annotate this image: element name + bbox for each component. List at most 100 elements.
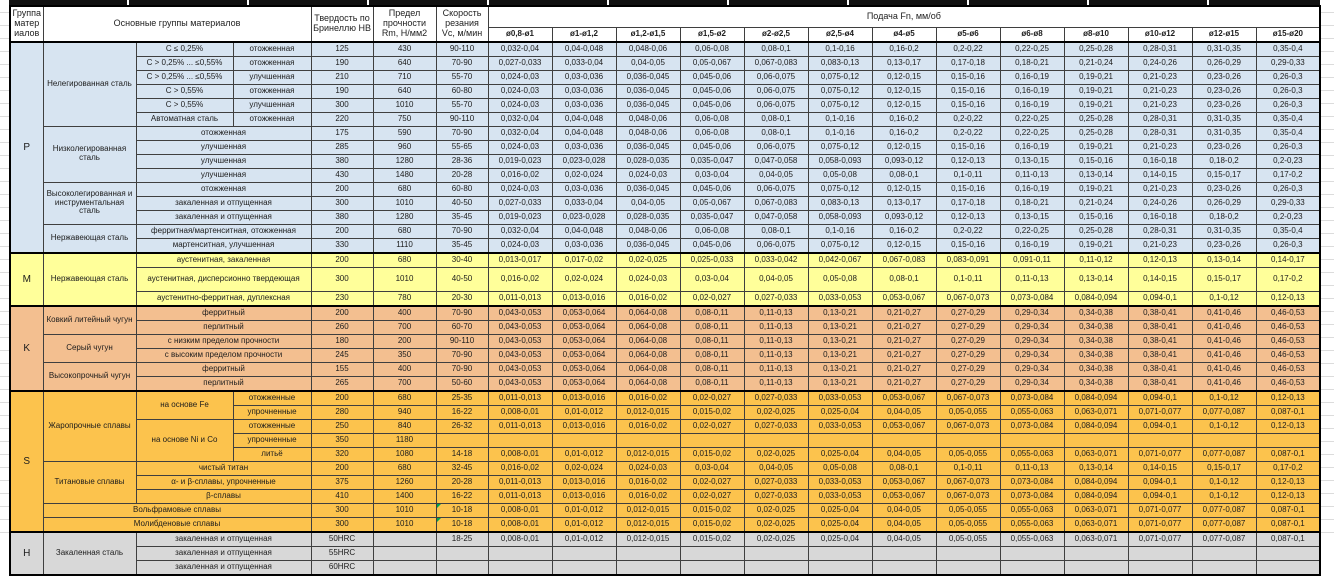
data-cell[interactable]: 0,15-0,17 [1191, 266, 1257, 292]
data-cell[interactable]: 300 [310, 266, 374, 292]
data-cell[interactable]: 0,045-0,06 [679, 83, 745, 99]
data-cell[interactable]: 0,094-0,1 [1127, 389, 1193, 406]
data-cell[interactable]: 0,087-0,1 [1255, 446, 1321, 462]
data-cell[interactable]: 0,012-0,015 [615, 446, 681, 462]
data-cell[interactable]: 0,015-0,02 [679, 530, 745, 547]
data-cell[interactable] [807, 545, 873, 561]
data-cell[interactable]: 50HRC [310, 530, 374, 547]
data-cell[interactable]: 0,46-0,53 [1255, 375, 1321, 391]
data-cell[interactable]: закаленная и отпущенная [135, 209, 312, 225]
data-cell[interactable]: Нержавеющая сталь [42, 223, 137, 253]
group-letter-cell[interactable]: K [9, 304, 44, 391]
data-cell[interactable]: 0,053-0,067 [871, 474, 937, 490]
data-cell[interactable]: 0,02-0,024 [551, 460, 617, 476]
data-cell[interactable]: 0,38-0,41 [1127, 375, 1193, 391]
data-cell[interactable]: 0,04-0,05 [743, 460, 809, 476]
data-cell[interactable]: 0,38-0,41 [1127, 347, 1193, 363]
data-cell[interactable]: 0,04-0,048 [551, 223, 617, 239]
data-cell[interactable]: 0,033-0,053 [807, 488, 873, 504]
data-cell[interactable]: 0,043-0,053 [487, 375, 553, 391]
data-cell[interactable]: 0,1-0,16 [807, 40, 873, 57]
data-cell[interactable]: 0,14-0,15 [1127, 266, 1193, 292]
data-cell[interactable]: с низким пределом прочности [135, 333, 312, 349]
data-cell[interactable]: 0,21-0,23 [1127, 237, 1193, 253]
data-cell[interactable]: 0,03-0,036 [551, 181, 617, 197]
data-cell[interactable]: 0,1-0,12 [1191, 389, 1257, 406]
data-cell[interactable]: 0,14-0,15 [1127, 167, 1193, 183]
data-cell[interactable]: 0,23-0,26 [1191, 237, 1257, 253]
data-cell[interactable]: 0,064-0,08 [615, 319, 681, 335]
data-cell[interactable]: 0,15-0,16 [935, 181, 1001, 197]
data-cell[interactable]: 940 [372, 404, 437, 420]
data-cell[interactable]: 200 [310, 304, 374, 321]
data-cell[interactable]: 0,077-0,087 [1191, 446, 1257, 462]
data-cell[interactable]: 0,2-0,22 [935, 223, 1001, 239]
data-cell[interactable]: 0,28-0,31 [1127, 111, 1193, 127]
data-cell[interactable]: 0,011-0,013 [487, 474, 553, 490]
data-cell[interactable]: 0,03-0,04 [679, 167, 745, 183]
data-cell[interactable]: 0,21-0,24 [1063, 195, 1129, 211]
data-cell[interactable]: Высоколегированная и инструментальная ст… [42, 181, 137, 225]
data-cell[interactable]: 0,12-0,15 [871, 97, 937, 113]
data-cell[interactable]: 0,075-0,12 [807, 97, 873, 113]
data-cell[interactable]: 0,08-0,1 [871, 266, 937, 292]
data-cell[interactable]: 0,016-0,02 [487, 266, 553, 292]
data-cell[interactable]: 0,06-0,08 [679, 40, 745, 57]
data-cell[interactable]: 0,05-0,08 [807, 266, 873, 292]
data-cell[interactable]: 0,11-0,13 [999, 266, 1065, 292]
data-cell[interactable]: 0,29-0,34 [999, 347, 1065, 363]
data-cell[interactable]: 0,027-0,033 [743, 488, 809, 504]
data-cell[interactable]: 0,02-0,027 [679, 488, 745, 504]
data-cell[interactable]: 0,083-0,091 [935, 251, 1001, 268]
data-cell[interactable] [743, 432, 809, 448]
data-cell[interactable]: 90-110 [435, 333, 489, 349]
data-cell[interactable]: 0,032-0,04 [487, 111, 553, 127]
data-cell[interactable]: 840 [372, 418, 437, 434]
data-cell[interactable]: аустенитная, закаленная [135, 251, 312, 268]
data-cell[interactable]: 0,13-0,21 [807, 333, 873, 349]
data-cell[interactable]: Жаропрочные сплавы [42, 389, 137, 462]
data-cell[interactable]: 35-45 [435, 209, 489, 225]
data-cell[interactable]: 0,38-0,41 [1127, 361, 1193, 377]
data-cell[interactable]: 0,04-0,05 [871, 404, 937, 420]
data-cell[interactable]: 0,21-0,27 [871, 361, 937, 377]
data-cell[interactable]: 0,048-0,06 [615, 125, 681, 141]
data-cell[interactable]: 0,05-0,055 [935, 404, 1001, 420]
data-cell[interactable]: улучшенная [135, 167, 312, 183]
data-cell[interactable]: 0,008-0,01 [487, 502, 553, 518]
data-cell[interactable]: 0,033-0,053 [807, 290, 873, 306]
data-cell[interactable]: 0,1-0,16 [807, 125, 873, 141]
data-cell[interactable]: 0,08-0,1 [743, 223, 809, 239]
data-cell[interactable]: 0,015-0,02 [679, 502, 745, 518]
data-cell[interactable]: 0,04-0,048 [551, 111, 617, 127]
data-cell[interactable]: 0,06-0,08 [679, 111, 745, 127]
data-cell[interactable]: 0,071-0,077 [1127, 404, 1193, 420]
data-cell[interactable]: 0,2-0,22 [935, 111, 1001, 127]
diameter-header-cell[interactable]: ø10-ø12 [1127, 26, 1193, 42]
data-cell[interactable]: 0,013-0,017 [487, 251, 553, 268]
diameter-header-cell[interactable]: ø1,5-ø2 [679, 26, 745, 42]
data-cell[interactable]: 0,31-0,35 [1191, 111, 1257, 127]
data-cell[interactable]: C > 0,55% [135, 83, 234, 99]
data-cell[interactable]: 70-90 [435, 223, 489, 239]
data-cell[interactable]: 10-18 [435, 502, 489, 518]
data-cell[interactable]: 155 [310, 361, 374, 377]
data-cell[interactable]: 70-90 [435, 361, 489, 377]
data-cell[interactable]: 0,075-0,12 [807, 69, 873, 85]
data-cell[interactable]: 0,01-0,012 [551, 502, 617, 518]
data-cell[interactable]: 640 [372, 83, 437, 99]
data-cell[interactable]: 0,067-0,083 [743, 55, 809, 71]
data-cell[interactable]: 300 [310, 195, 374, 211]
data-cell[interactable]: 0,083-0,13 [807, 55, 873, 71]
data-cell[interactable]: 0,071-0,077 [1127, 530, 1193, 547]
data-cell[interactable]: 0,023-0,028 [551, 153, 617, 169]
data-cell[interactable]: 0,08-0,1 [743, 125, 809, 141]
data-cell[interactable]: 1010 [372, 502, 437, 518]
data-cell[interactable] [487, 432, 553, 448]
data-cell[interactable]: 0,013-0,016 [551, 474, 617, 490]
data-cell[interactable]: 0,027-0,033 [743, 389, 809, 406]
data-cell[interactable]: 0,024-0,03 [487, 69, 553, 85]
data-cell[interactable]: 0,077-0,087 [1191, 502, 1257, 518]
data-cell[interactable]: 0,027-0,033 [743, 418, 809, 434]
data-cell[interactable]: 0,26-0,3 [1255, 97, 1321, 113]
